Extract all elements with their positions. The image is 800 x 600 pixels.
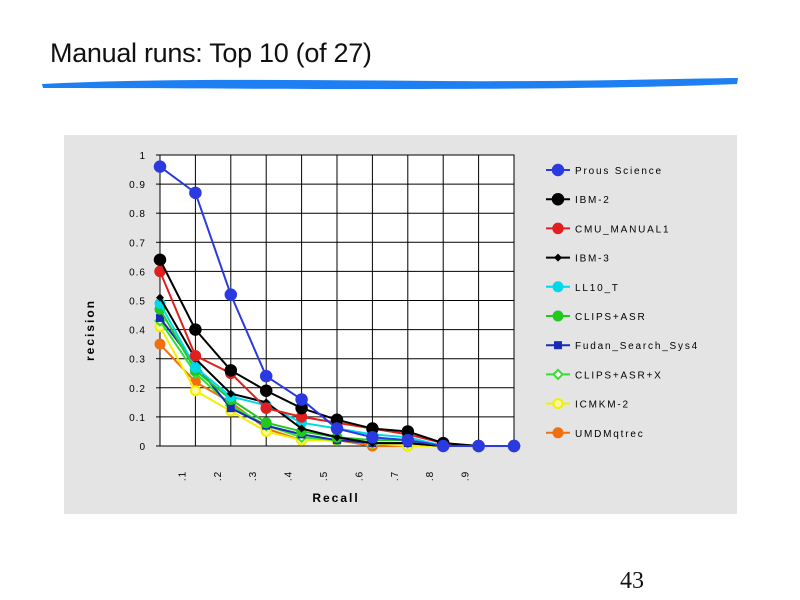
- y-tick-label: 0.6: [129, 267, 146, 278]
- legend-swatch-marker: [552, 310, 564, 322]
- y-tick-label: 0.3: [129, 355, 146, 366]
- data-point: [333, 433, 341, 442]
- y-tick-label: 0.5: [129, 297, 146, 308]
- y-tick-label: 0.8: [129, 209, 146, 220]
- legend-label: IBM-2: [575, 195, 611, 206]
- data-point: [189, 361, 201, 373]
- x-tick-label: .6: [354, 471, 365, 481]
- slide-title: Manual runs: Top 10 (of 27): [50, 38, 372, 68]
- data-point: [507, 439, 521, 453]
- x-axis-ticks: .1 .2 .3 .4 .5 .6 .7 .8 .9: [177, 471, 471, 481]
- legend-item: UMDMqtrec: [546, 427, 645, 440]
- x-tick-label: .5: [319, 471, 330, 481]
- precision-recall-chart: 0 0.1 0.2 0.3 0.4 0.5 0.6 0.7 0.8 0.9 1 .1 .2 .3 .4 .5…: [83, 151, 699, 505]
- y-tick-label: 0: [139, 442, 146, 453]
- x-tick-label: .1: [177, 471, 188, 481]
- legend-item: ICMKM-2: [546, 398, 630, 411]
- legend-swatch-marker: [552, 398, 564, 410]
- legend-item: Fudan_Search_Sys4: [546, 341, 699, 352]
- legend-label: Fudan_Search_Sys4: [575, 341, 699, 352]
- data-point: [189, 350, 202, 362]
- data-point: [259, 384, 273, 397]
- legend-item: LL10_T: [546, 281, 620, 294]
- legend-item: IBM-2: [546, 192, 611, 206]
- legend-label: ICMKM-2: [575, 400, 630, 411]
- data-point: [366, 431, 379, 444]
- data-point: [260, 417, 272, 429]
- title-underline-stroke: [42, 78, 738, 89]
- legend-swatch-marker: [552, 281, 564, 293]
- legend-item: Prous Science: [546, 163, 663, 177]
- legend-label: CMU_MANUAL1: [575, 224, 670, 235]
- y-tick-label: 0.7: [129, 238, 146, 249]
- legend-item: CLIPS+ASR: [546, 310, 647, 323]
- data-point: [260, 402, 272, 414]
- data-point: [472, 439, 485, 453]
- x-tick-label: .3: [248, 471, 259, 481]
- data-point: [224, 364, 238, 377]
- data-point: [226, 404, 235, 413]
- y-tick-label: 1: [139, 151, 146, 162]
- data-point: [295, 393, 308, 406]
- data-point: [153, 160, 167, 173]
- legend-swatch-marker: [552, 368, 564, 381]
- legend-swatch-marker: [551, 192, 565, 206]
- data-point: [189, 323, 202, 336]
- data-point: [156, 313, 164, 322]
- data-point: [436, 439, 450, 453]
- data-point: [156, 293, 164, 302]
- series-prous-science: [153, 160, 521, 453]
- x-axis-title: Recall: [312, 491, 359, 505]
- legend-label: Prous Science: [575, 166, 663, 177]
- legend-item: IBM-3: [546, 253, 611, 265]
- y-tick-label: 0.2: [129, 384, 146, 395]
- chart-panel: 0 0.1 0.2 0.3 0.4 0.5 0.6 0.7 0.8 0.9 1 .1 .2 .3 .4 .5…: [64, 135, 737, 514]
- legend-label: CLIPS+ASR+X: [575, 370, 663, 381]
- data-point: [330, 422, 344, 435]
- data-point: [224, 288, 238, 301]
- legend-swatch-marker: [554, 341, 562, 350]
- y-axis-title: recision: [83, 299, 97, 361]
- series-lines: [153, 160, 521, 453]
- legend-swatch-marker: [552, 222, 564, 235]
- legend-swatch-marker: [551, 163, 565, 177]
- y-tick-label: 0.9: [129, 180, 146, 191]
- data-point: [259, 369, 273, 383]
- x-tick-label: .8: [425, 471, 436, 481]
- data-point: [401, 433, 415, 447]
- y-tick-label: 0.1: [129, 413, 146, 424]
- data-point: [189, 385, 201, 397]
- chart-legend: Prous Science IBM-2 CMU_MANUAL1 IBM-3 LL10_T…: [546, 163, 699, 440]
- title-underline-brush: [42, 78, 738, 89]
- legend-item: CLIPS+ASR+X: [546, 368, 663, 381]
- page-number: 43: [620, 568, 644, 594]
- legend-swatch-marker: [554, 253, 562, 262]
- legend-swatch-marker: [552, 427, 564, 439]
- legend-label: IBM-3: [575, 254, 611, 265]
- legend-item: CMU_MANUAL1: [546, 222, 670, 235]
- data-point: [226, 389, 235, 398]
- legend-label: UMDMqtrec: [575, 429, 645, 440]
- x-tick-label: .4: [284, 471, 295, 481]
- data-point: [154, 338, 166, 350]
- legend-label: CLIPS+ASR: [575, 312, 647, 323]
- y-axis-ticks: 0 0.1 0.2 0.3 0.4 0.5 0.6 0.7 0.8 0.9 1: [129, 151, 146, 453]
- x-tick-label: .2: [213, 471, 224, 481]
- data-point: [297, 424, 306, 433]
- legend-label: LL10_T: [575, 283, 620, 294]
- data-point: [153, 253, 167, 267]
- x-tick-label: .7: [390, 471, 401, 481]
- y-tick-label: 0.4: [129, 326, 146, 337]
- x-tick-label: .9: [461, 471, 472, 481]
- data-point: [189, 186, 202, 200]
